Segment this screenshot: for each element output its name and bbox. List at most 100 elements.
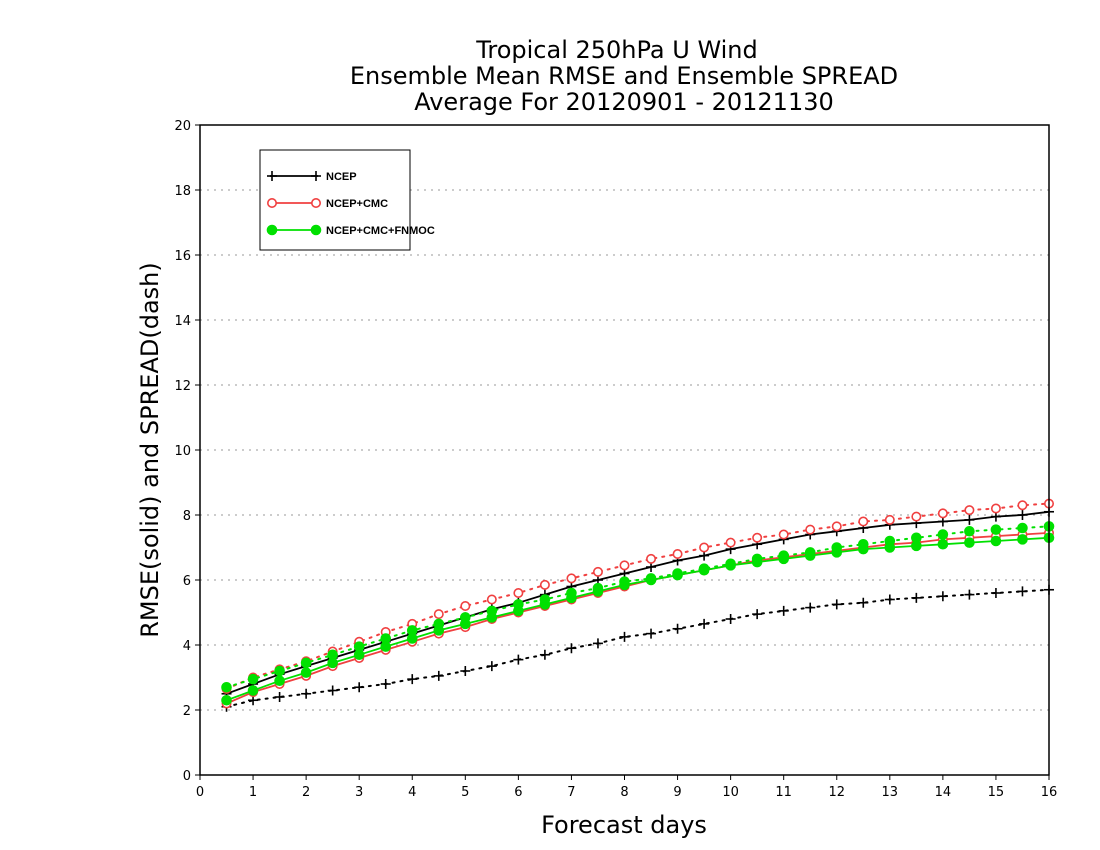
series-ncep-cmc-fnmoc-rmse-point [619, 579, 630, 591]
series-ncep-cmc-fnmoc-rmse-point [857, 543, 869, 555]
y-tick-label: 4 [183, 639, 191, 654]
series-ncep-cmc-spread-point [752, 532, 763, 543]
series-ncep-cmc-rmse-line [225, 532, 1050, 705]
series-ncep-cmc-fnmoc-spread-point [1017, 522, 1028, 534]
series-ncep-cmc-fnmoc-spread-line [225, 525, 1050, 689]
x-tick-label: 3 [355, 785, 363, 800]
series-ncep-cmc-fnmoc-rmse-point [751, 556, 763, 568]
series-ncep-cmc-fnmoc-rmse-point [247, 685, 259, 696]
series-ncep-cmc-fnmoc-rmse-point [698, 564, 710, 576]
series-ncep-spread-point [566, 643, 577, 654]
series-ncep-spread-point [911, 592, 922, 603]
x-tick-label: 0 [196, 785, 204, 800]
series-ncep-cmc-spread-point [1017, 500, 1028, 511]
series-ncep-cmc-fnmoc-rmse-point [221, 694, 232, 706]
series-ncep-spread-point [672, 623, 683, 634]
series-ncep-cmc-fnmoc-rmse-point [645, 574, 657, 586]
series-ncep-cmc-fnmoc-spread-point [964, 525, 975, 537]
series-ncep-cmc-spread-point [566, 573, 577, 584]
y-tick-label: 6 [183, 574, 191, 589]
series-ncep-cmc-spread-point [672, 548, 683, 559]
y-tick-label: 10 [174, 444, 191, 459]
series-ncep-spread-point [592, 638, 603, 649]
legend-marker-ncep-cmc [266, 198, 277, 209]
x-tick-label: 14 [935, 785, 952, 800]
series-ncep-cmc-spread-point [858, 516, 869, 527]
series-ncep-cmc-fnmoc-spread-point [300, 657, 312, 669]
series-ncep-cmc-spread-point [433, 609, 444, 620]
y-axis-label: RMSE(solid) and SPREAD(dash) [136, 262, 164, 638]
legend-box [259, 149, 411, 251]
series-ncep-cmc-spread-point [884, 514, 895, 525]
series-ncep-spread-point [646, 628, 657, 639]
series-ncep-cmc-fnmoc-spread-point [937, 529, 949, 540]
series-ncep-cmc-fnmoc-rmse-line [225, 536, 1050, 702]
series-ncep-cmc-spread-point [805, 524, 816, 535]
series-ncep-cmc-spread-point [964, 505, 975, 516]
series-ncep-spread-point [752, 609, 763, 620]
series-ncep-spread-point [990, 588, 1001, 598]
legend-label-ncep: NCEP [326, 171, 357, 183]
x-tick-label: 11 [775, 785, 792, 800]
series-ncep-cmc-fnmoc-rmse-point [884, 542, 896, 553]
legend-marker-ncep-cmc [310, 198, 321, 209]
chart-title-line-1: Tropical 250hPa U Wind [475, 36, 758, 64]
x-tick-label: 8 [620, 785, 628, 800]
x-tick-label: 12 [828, 785, 845, 800]
series-ncep-cmc-fnmoc-rmse-point [460, 618, 471, 630]
series-ncep-cmc-spread-point [990, 503, 1001, 514]
series-ncep-cmc-fnmoc-rmse-point [804, 550, 816, 561]
legend-label-ncep-cmc-fnmoc: NCEP+CMC+FNMOC [326, 225, 435, 237]
series-ncep-cmc-fnmoc-spread-point [990, 524, 1002, 535]
series-ncep-cmc-fnmoc-rmse-point [486, 612, 498, 623]
y-tick-label: 0 [183, 769, 191, 784]
x-tick-label: 15 [988, 785, 1005, 800]
series-ncep-spread-point [858, 597, 869, 608]
x-tick-label: 9 [673, 785, 681, 800]
series-ncep-cmc-fnmoc-rmse-point [831, 547, 843, 558]
series-ncep-spread-point [460, 666, 471, 676]
series-ncep-spread-point [725, 614, 736, 624]
series-ncep-spread-point [964, 589, 975, 600]
x-tick-label: 10 [722, 785, 739, 800]
series-ncep-cmc-fnmoc-spread-point [274, 665, 285, 677]
series-ncep-cmc-fnmoc-rmse-point [539, 599, 551, 610]
series-ncep-spread-point [380, 679, 391, 689]
series-ncep-cmc-fnmoc-rmse-point [911, 540, 922, 552]
y-tick-label: 20 [174, 119, 191, 134]
series-ncep-cmc-fnmoc-rmse-point [778, 553, 789, 565]
series-ncep-cmc-fnmoc-rmse-point [725, 560, 736, 571]
series-ncep-cmc-fnmoc-spread-point [221, 681, 232, 693]
series-ncep-cmc-spread-point [592, 566, 603, 577]
series-ncep-spread-point [354, 682, 365, 693]
series-ncep-spread-point [778, 605, 789, 616]
x-tick-label: 13 [882, 785, 899, 800]
series-ncep-cmc-spread-point [699, 542, 710, 553]
series-ncep-cmc-fnmoc-rmse-point [566, 592, 577, 604]
y-tick-label: 14 [174, 314, 191, 329]
y-tick-label: 2 [183, 704, 191, 719]
series-ncep-spread-point [486, 661, 497, 672]
series-ncep-spread-point [884, 594, 895, 605]
series-ncep-cmc-fnmoc-rmse-point [513, 605, 524, 617]
series-ncep-cmc-fnmoc-rmse-point [433, 625, 445, 636]
x-tick-label: 5 [461, 785, 469, 800]
x-tick-label: 2 [302, 785, 310, 800]
series-ncep-cmc-spread-point [539, 579, 550, 590]
series-ncep-cmc-spread-point [937, 508, 948, 519]
series-ncep-rmse-point [1017, 510, 1028, 520]
series-ncep-cmc-fnmoc-rmse-point [1017, 534, 1028, 545]
legend-marker-ncep [311, 171, 321, 181]
x-tick-label: 1 [249, 785, 257, 800]
y-tick-label: 8 [183, 509, 191, 524]
series-ncep-spread-line [225, 588, 1050, 708]
series-ncep-cmc-fnmoc-rmse-point [327, 657, 338, 669]
series-ncep-spread-point [831, 599, 842, 610]
series-ncep-cmc-spread-point [778, 529, 789, 540]
series-ncep-spread-point [327, 685, 338, 696]
series-ncep-cmc-fnmoc-rmse-point [937, 538, 949, 550]
x-tick-label: 16 [1041, 785, 1058, 800]
series-layer [221, 498, 1055, 712]
series-ncep-cmc-fnmoc-rmse-point [672, 569, 683, 581]
